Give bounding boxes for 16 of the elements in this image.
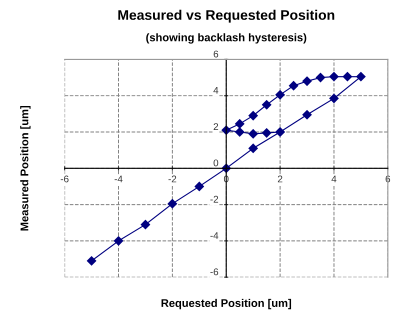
- x-tick-label: -2: [168, 176, 176, 182]
- y-tick-label: 6: [214, 50, 218, 58]
- y-axis-title: Measured Position [um]: [20, 106, 31, 231]
- y-tick-label: -4: [210, 232, 218, 239]
- y-tick-label: -6: [210, 268, 218, 276]
- x-axis-title: Requested Position [um]: [162, 298, 292, 310]
- x-tick-label: -4: [114, 176, 123, 182]
- x-tick-label: 2: [278, 176, 282, 182]
- y-tick-label: 0: [214, 159, 218, 166]
- y-tick-label: 4: [213, 86, 218, 94]
- x-tick-label: -6: [60, 176, 69, 182]
- x-tick-label: 4: [331, 176, 336, 182]
- chart-title: Measured vs Requested Position: [118, 10, 334, 23]
- y-tick-label: -2: [210, 196, 218, 203]
- chart-subtitle: (showing backlash hysteresis): [146, 33, 306, 44]
- y-tick-label: 2: [214, 123, 218, 130]
